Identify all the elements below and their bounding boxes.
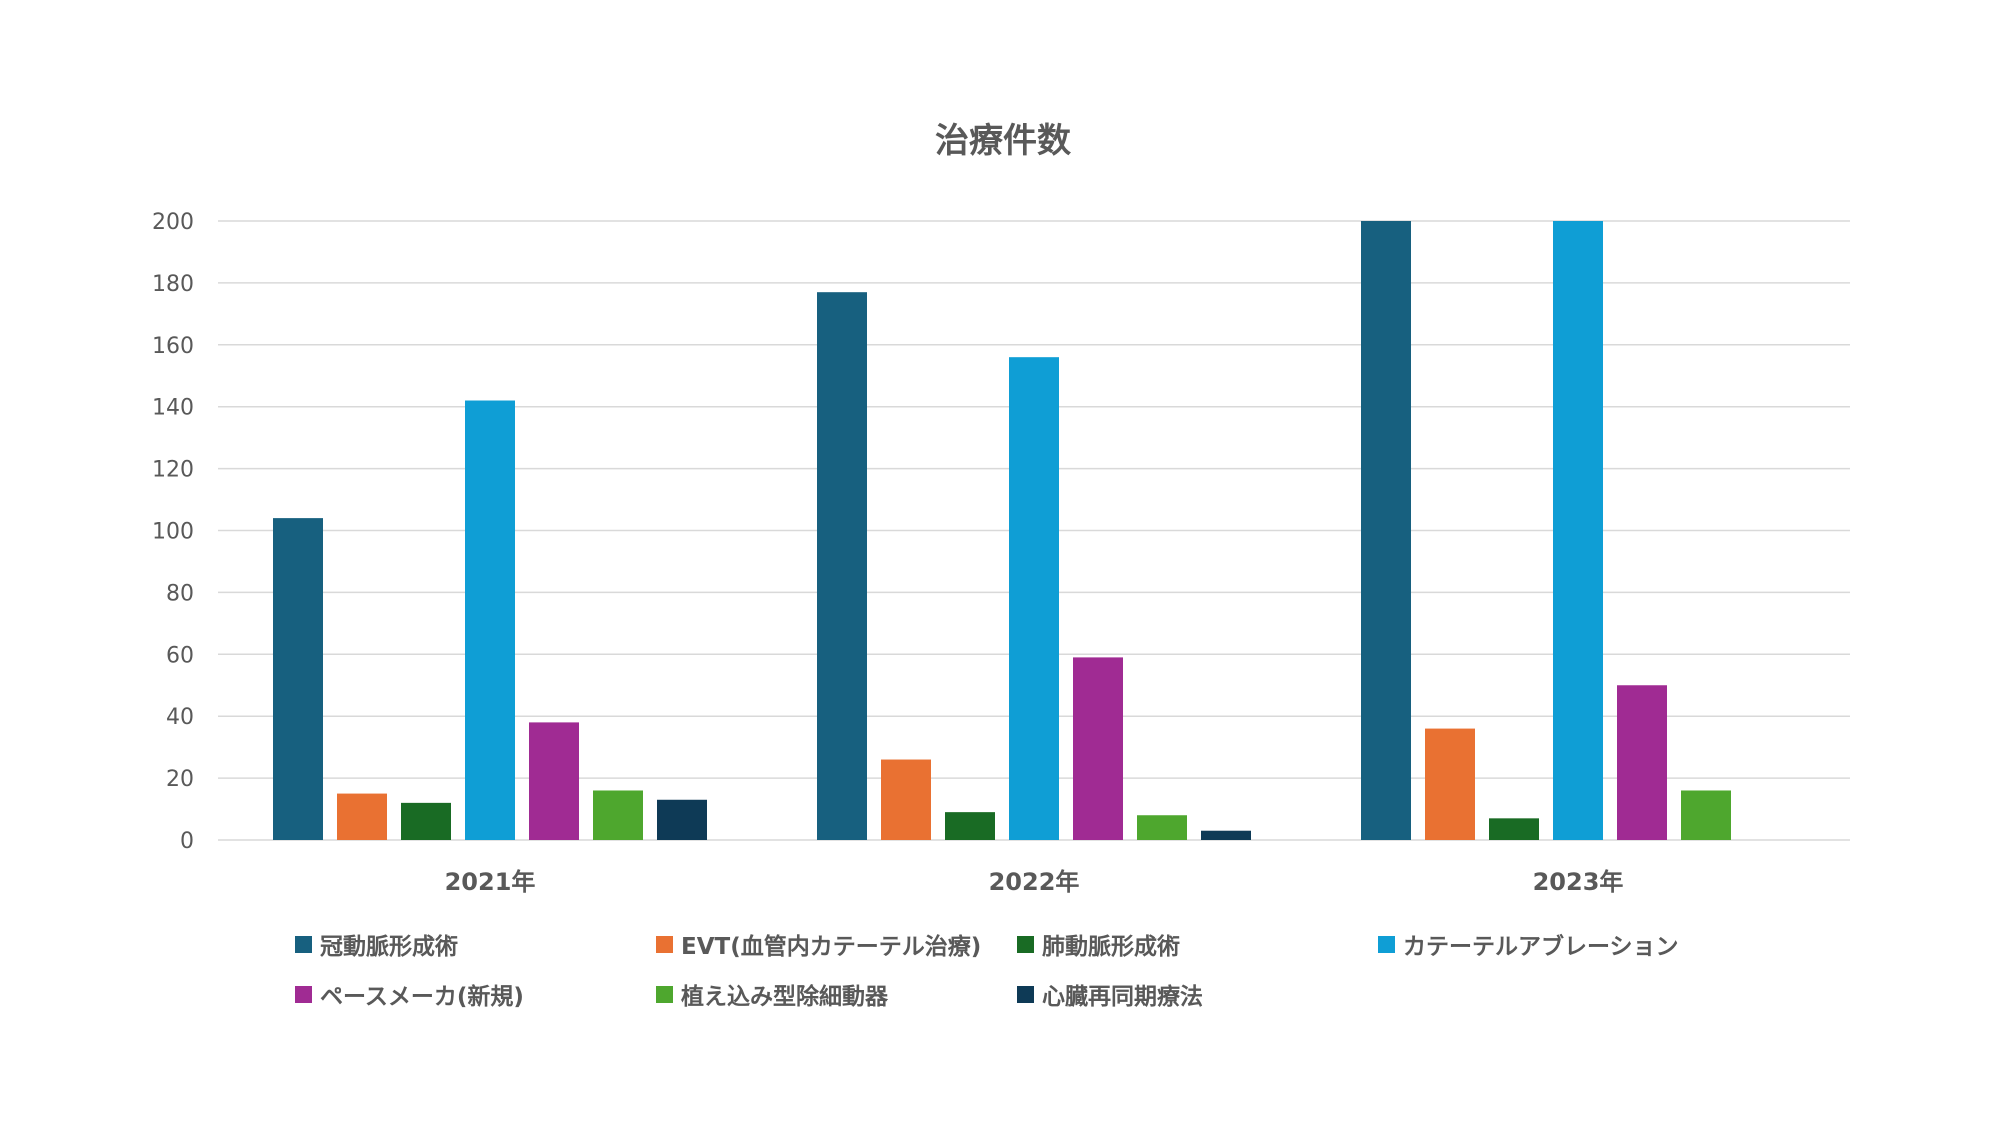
bar — [1553, 221, 1603, 840]
bar — [657, 799, 707, 840]
bar — [1009, 357, 1059, 840]
bar — [1681, 790, 1731, 840]
y-tick-label: 20 — [166, 767, 194, 792]
x-category-label: 2023年 — [1533, 868, 1624, 896]
legend-swatch — [1017, 936, 1034, 953]
bar — [593, 790, 643, 840]
legend-label: 植え込み型除細動器 — [681, 983, 889, 1010]
bar — [1361, 221, 1411, 840]
x-axis-categories: 2021年 2022年 2023年 — [445, 868, 1624, 896]
legend-item: ペースメーカ(新規) — [295, 983, 524, 1010]
y-tick-label: 80 — [166, 581, 194, 606]
legend-label: ペースメーカ(新規) — [320, 983, 524, 1010]
legend-swatch — [295, 986, 312, 1003]
y-tick-label: 60 — [166, 643, 194, 668]
bar — [1425, 728, 1475, 840]
legend-item: 心臓再同期療法 — [1017, 983, 1203, 1010]
x-category-label: 2021年 — [445, 868, 536, 896]
bar — [1073, 657, 1123, 840]
bar — [1489, 818, 1539, 840]
y-axis-ticks: 0 20 40 60 80 100 120 140 160 180 200 — [152, 210, 194, 854]
bar — [1201, 830, 1251, 840]
y-tick-label: 140 — [152, 396, 194, 421]
legend-swatch — [1017, 986, 1034, 1003]
y-tick-label: 0 — [180, 829, 194, 854]
y-tick-label: 100 — [152, 520, 194, 545]
bar — [465, 400, 515, 840]
x-category-label: 2022年 — [989, 868, 1080, 896]
y-tick-label: 120 — [152, 458, 194, 483]
legend-item: 肺動脈形成術 — [1017, 933, 1180, 960]
legend-swatch — [295, 936, 312, 953]
legend: 冠動脈形成術 EVT(血管内カテーテル治療) 肺動脈形成術 カテーテルアブレーションペ… — [295, 933, 1679, 1010]
legend-label: EVT(血管内カテーテル治療) — [681, 933, 981, 960]
legend-swatch — [656, 986, 673, 1003]
legend-label: 冠動脈形成術 — [320, 933, 458, 960]
legend-item: 植え込み型除細動器 — [656, 983, 889, 1010]
legend-swatch — [656, 936, 673, 953]
bar — [1137, 815, 1187, 840]
bars — [273, 221, 1731, 840]
bar — [817, 292, 867, 840]
legend-item: カテーテルアブレーション — [1378, 933, 1679, 960]
y-tick-label: 180 — [152, 272, 194, 297]
bar — [337, 793, 387, 840]
bar — [529, 722, 579, 840]
bar — [1617, 685, 1667, 840]
legend-item: EVT(血管内カテーテル治療) — [656, 933, 981, 960]
legend-item: 冠動脈形成術 — [295, 933, 458, 960]
y-tick-label: 200 — [152, 210, 194, 235]
y-tick-label: 40 — [166, 705, 194, 730]
legend-label: カテーテルアブレーション — [1403, 933, 1679, 960]
y-tick-label: 160 — [152, 334, 194, 359]
bar — [273, 518, 323, 840]
bar — [401, 802, 451, 840]
chart-title: 治療件数 — [935, 121, 1071, 161]
legend-swatch — [1378, 936, 1395, 953]
bar — [881, 759, 931, 840]
legend-label: 心臓再同期療法 — [1042, 983, 1203, 1010]
legend-label: 肺動脈形成術 — [1042, 933, 1180, 960]
bar — [945, 812, 995, 840]
